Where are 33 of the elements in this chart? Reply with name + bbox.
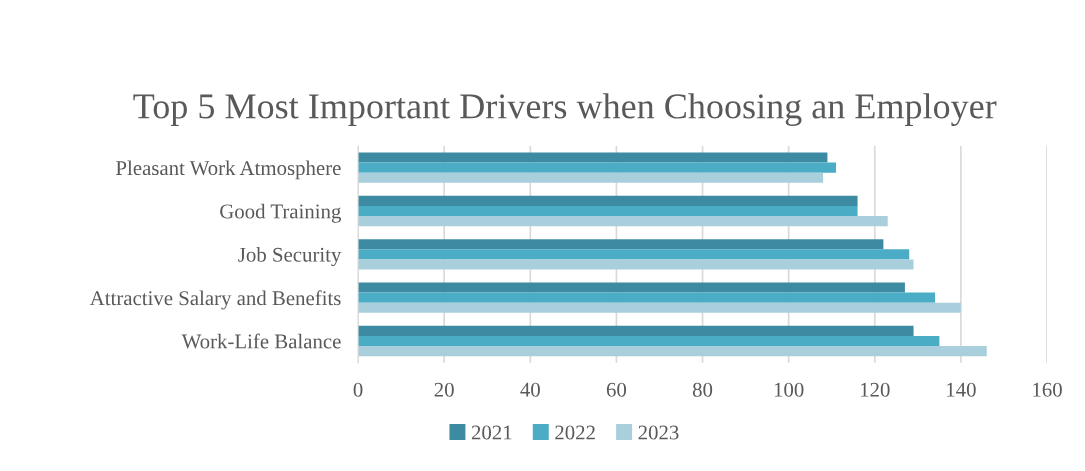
bar bbox=[358, 249, 910, 260]
y-tick-label: Work-Life Balance bbox=[181, 333, 341, 349]
bar bbox=[358, 346, 987, 357]
bar bbox=[358, 292, 936, 303]
bar bbox=[358, 335, 940, 347]
bar bbox=[358, 195, 858, 206]
x-tick-label: 80 bbox=[692, 382, 713, 397]
x-tick-label: 20 bbox=[434, 382, 454, 397]
chart-title: Top 5 Most Important Drivers when Choosing an Employer bbox=[133, 93, 997, 127]
bar bbox=[358, 216, 888, 227]
bar bbox=[358, 152, 828, 163]
bar bbox=[358, 282, 905, 293]
x-tick-label: 140 bbox=[947, 382, 976, 397]
bar bbox=[358, 162, 837, 173]
bar bbox=[358, 172, 824, 183]
bar bbox=[358, 205, 858, 217]
bar bbox=[358, 259, 914, 270]
y-tick-label: Pleasant Work Atmosphere bbox=[116, 160, 341, 180]
y-tick-label: Good Training bbox=[220, 203, 341, 223]
x-tick-label: 0 bbox=[353, 382, 363, 397]
bar bbox=[358, 325, 914, 336]
y-tick-label: Job Security bbox=[238, 247, 342, 267]
x-tick-label: 100 bbox=[774, 382, 804, 397]
legend-label: 2023 bbox=[638, 425, 679, 440]
x-tick-label: 120 bbox=[860, 382, 890, 397]
y-tick-label: Attractive Salary and Benefits bbox=[89, 290, 341, 310]
legend-label: 2022 bbox=[555, 425, 595, 440]
bar bbox=[358, 302, 961, 313]
x-tick-label: 60 bbox=[606, 382, 627, 397]
x-tick-label: 40 bbox=[520, 382, 540, 397]
legend-label: 2021 bbox=[471, 425, 512, 440]
x-tick-label: 160 bbox=[1033, 382, 1062, 397]
bar bbox=[358, 239, 884, 250]
